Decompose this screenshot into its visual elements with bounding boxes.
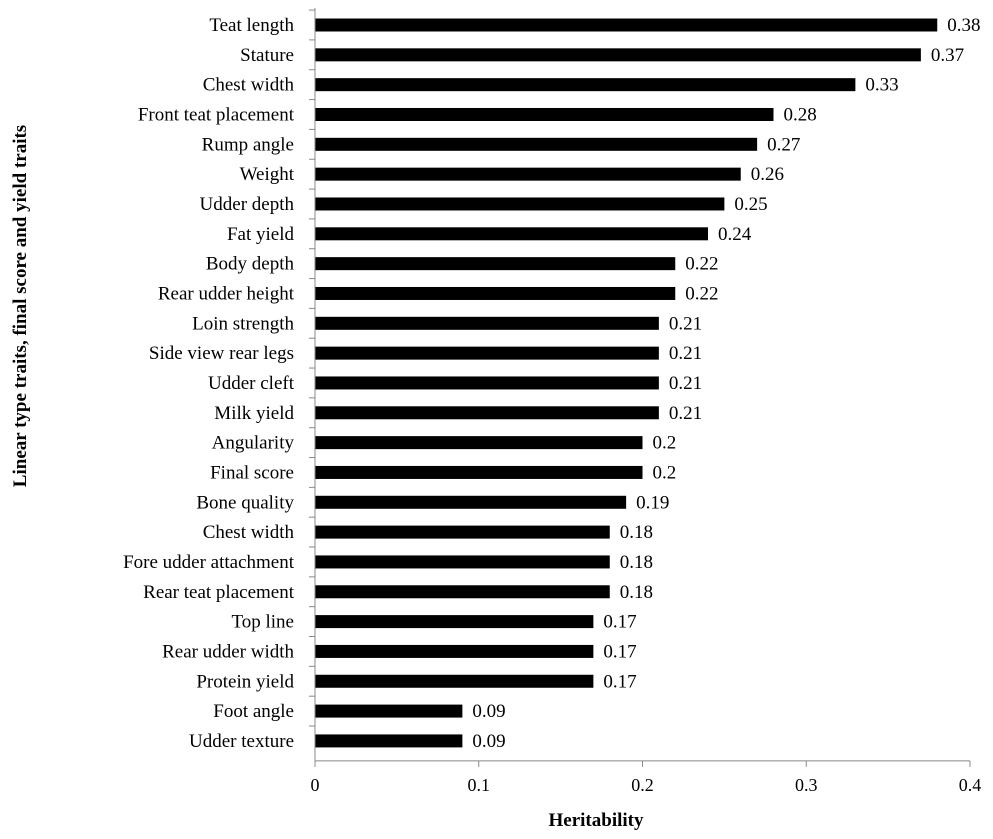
x-ticks: 0 0.1 0.2 0.3 0.4 [311, 760, 982, 795]
category-label: Loin strength [192, 313, 294, 334]
value-labels: 0.380.370.330.280.270.260.250.240.220.22… [472, 15, 980, 752]
category-label: Udder texture [189, 731, 294, 752]
data-label: 0.18 [620, 582, 653, 603]
category-label: Final score [210, 462, 294, 483]
bar [315, 316, 659, 330]
bar [315, 734, 463, 748]
category-label: Teat length [209, 15, 294, 36]
bar [315, 585, 610, 599]
data-label: 0.37 [931, 45, 964, 66]
bar [315, 555, 610, 569]
bar [315, 227, 708, 241]
bar [315, 286, 676, 300]
category-label: Rear teat placement [143, 582, 295, 603]
bar [315, 376, 659, 390]
data-label: 0.33 [865, 75, 898, 96]
x-tick-label: 0.2 [631, 775, 654, 795]
data-label: 0.2 [653, 433, 677, 454]
y-axis-title: Linear type traits, final score and yiel… [10, 125, 31, 487]
category-label: Foot angle [213, 701, 294, 722]
bar [315, 78, 856, 92]
bar [315, 525, 610, 539]
data-label: 0.2 [653, 462, 677, 483]
category-labels: Teat length Stature Chest width Front teat … [123, 15, 295, 752]
x-tick-label: 0.4 [959, 775, 982, 795]
x-axis-title: Heritability [549, 810, 644, 831]
category-label: Side view rear legs [149, 343, 294, 364]
bar [315, 615, 594, 629]
category-label: Angularity [212, 433, 295, 454]
category-label: Rear udder width [162, 641, 294, 662]
data-label: 0.09 [472, 731, 505, 752]
data-label: 0.17 [603, 671, 636, 692]
data-label: 0.38 [947, 15, 980, 36]
bar [315, 48, 921, 62]
data-label: 0.19 [636, 492, 669, 513]
category-label: Bone quality [196, 492, 294, 513]
bar [315, 107, 774, 121]
data-label: 0.28 [784, 104, 817, 125]
category-label: Protein yield [196, 671, 294, 692]
bar [315, 257, 676, 271]
data-label: 0.24 [718, 224, 752, 245]
bars-group [315, 18, 938, 748]
bar [315, 704, 463, 718]
bar [315, 495, 627, 509]
category-label: Fat yield [227, 224, 295, 245]
category-label: Body depth [206, 254, 295, 275]
bar [315, 197, 725, 211]
category-label: Stature [240, 45, 294, 66]
bar [315, 674, 594, 688]
data-label: 0.17 [603, 641, 636, 662]
category-label: Rear udder height [158, 283, 295, 304]
data-label: 0.18 [620, 522, 653, 543]
category-label: Rump angle [202, 134, 294, 155]
data-label: 0.09 [472, 701, 505, 722]
data-label: 0.22 [685, 283, 718, 304]
bar [315, 644, 594, 658]
bar [315, 18, 938, 32]
data-label: 0.26 [751, 164, 784, 185]
data-label: 0.21 [669, 313, 702, 334]
x-tick-label: 0.3 [795, 775, 818, 795]
category-label: Fore udder attachment [123, 552, 295, 573]
category-label: Front teat placement [138, 104, 295, 125]
bar [315, 346, 659, 360]
data-label: 0.21 [669, 403, 702, 424]
x-tick-label: 0.1 [468, 775, 491, 795]
bar [315, 137, 758, 151]
bar [315, 436, 643, 450]
x-tick-label: 0 [311, 775, 320, 795]
data-label: 0.21 [669, 343, 702, 364]
data-label: 0.25 [734, 194, 767, 215]
bar [315, 406, 659, 420]
category-label: Udder cleft [208, 373, 295, 394]
category-label: Udder depth [200, 194, 295, 215]
bar [315, 167, 741, 181]
data-label: 0.22 [685, 254, 718, 275]
data-label: 0.18 [620, 552, 653, 573]
data-label: 0.17 [603, 612, 636, 633]
category-label: Chest width [203, 522, 295, 543]
data-label: 0.27 [767, 134, 800, 155]
category-label: Top line [231, 612, 294, 633]
bar [315, 465, 643, 479]
category-label: Chest width [203, 75, 295, 96]
category-label: Milk yield [214, 403, 294, 424]
category-label: Weight [240, 164, 295, 185]
data-label: 0.21 [669, 373, 702, 394]
